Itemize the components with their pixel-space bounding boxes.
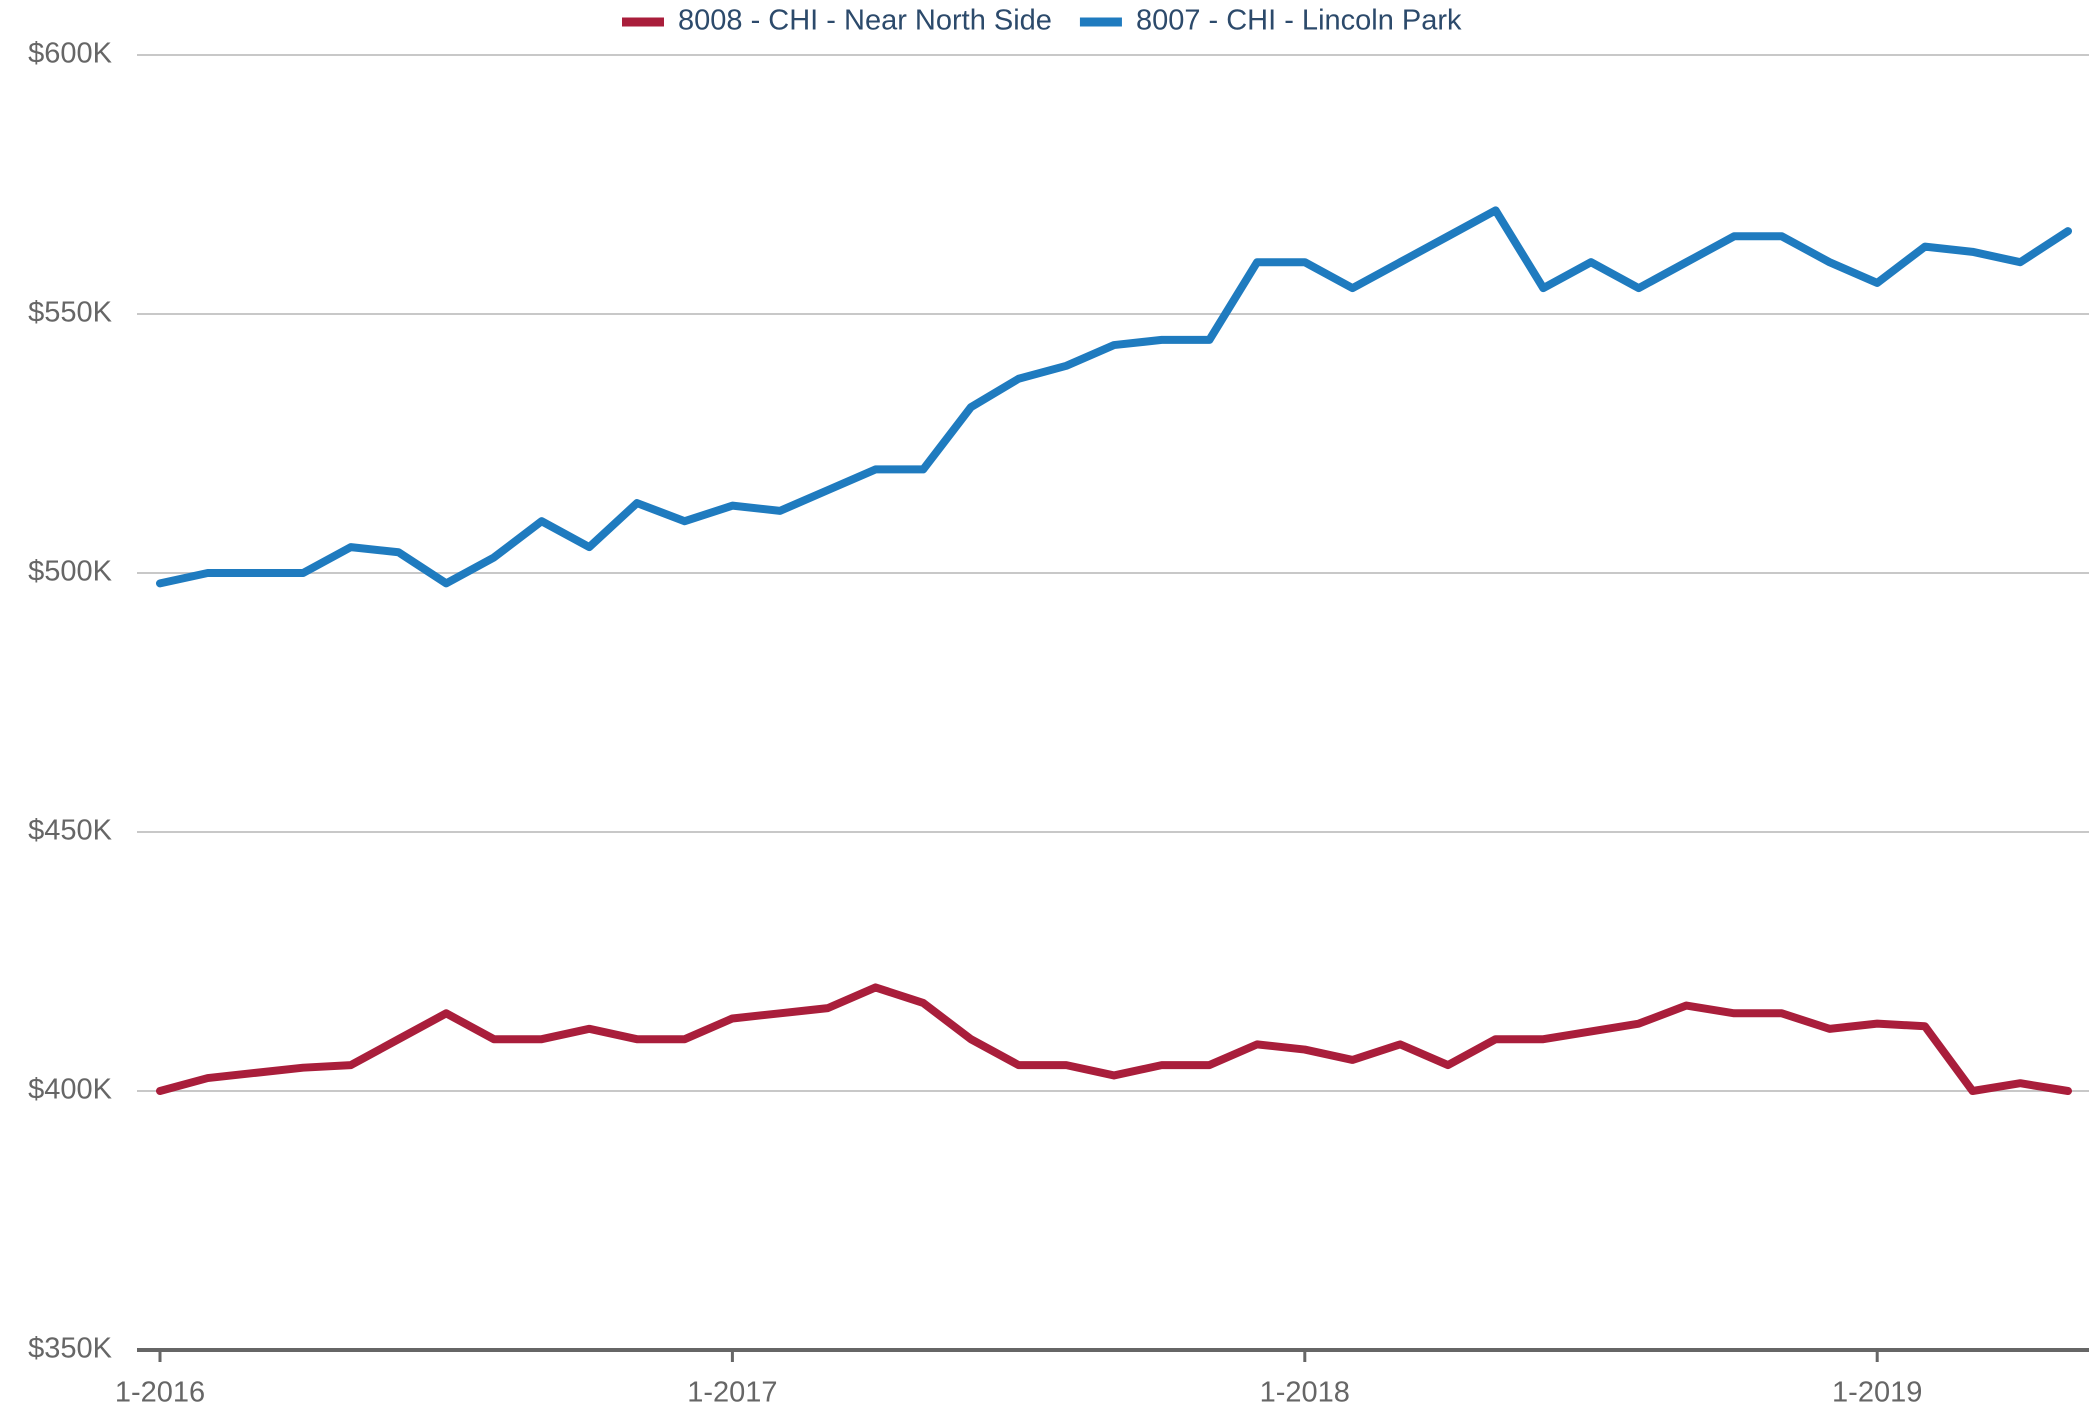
y-tick-label: $450K	[28, 815, 113, 847]
y-tick-label: $400K	[28, 1074, 113, 1106]
y-tick-label: $350K	[28, 1333, 113, 1365]
x-tick-label: 1-2018	[1260, 1377, 1350, 1409]
legend: 8008 - CHI - Near North Side 8007 - CHI -…	[622, 5, 1462, 37]
legend-label: 8007 - CHI - Lincoln Park	[1136, 5, 1462, 37]
x-tick-label: 1-2016	[115, 1377, 205, 1409]
series-line	[156, 206, 2072, 588]
legend-label: 8008 - CHI - Near North Side	[678, 5, 1052, 37]
y-tick-label: $550K	[28, 297, 113, 329]
x-tick-label: 1-2017	[687, 1377, 777, 1409]
y-tick-label: $500K	[28, 556, 113, 588]
y-tick-label: $600K	[28, 38, 113, 70]
x-tick-label: 1-2019	[1832, 1377, 1922, 1409]
series-line	[156, 983, 2072, 1095]
